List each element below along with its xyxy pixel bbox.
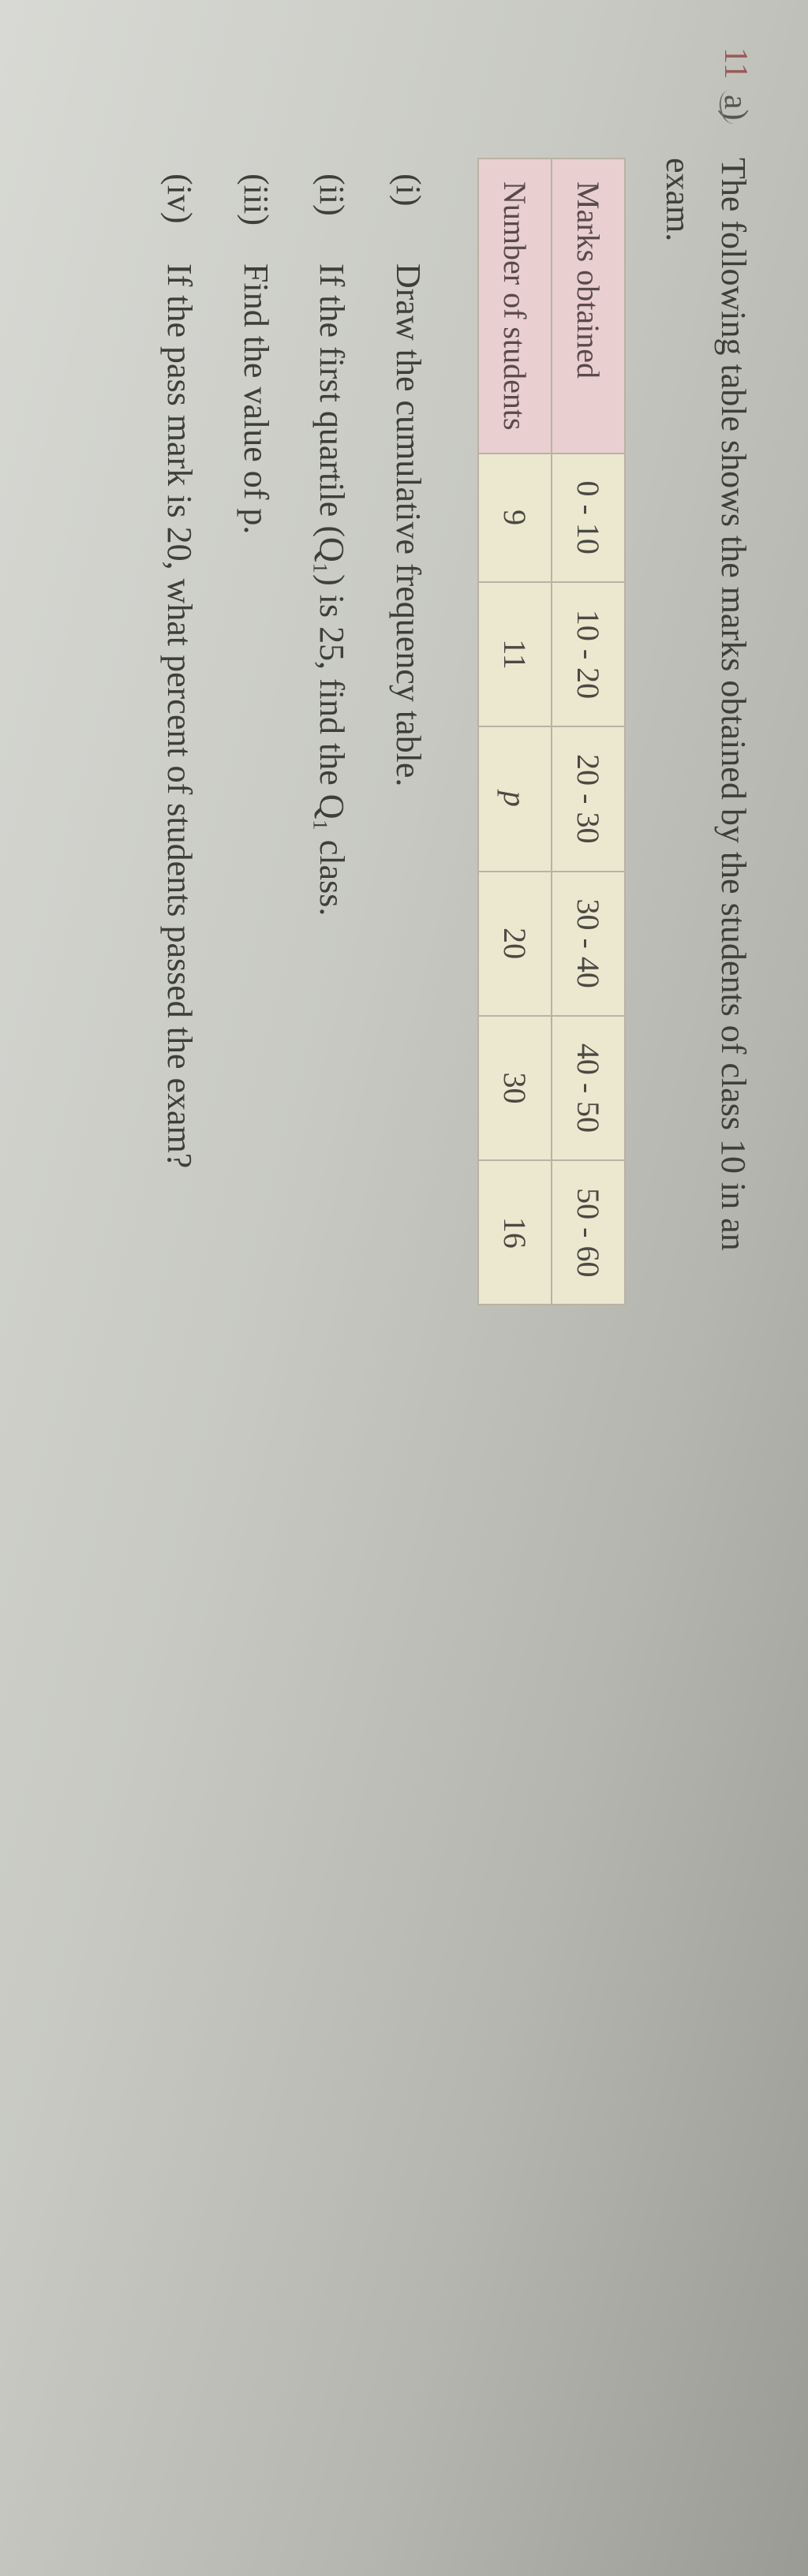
col-header: 0 - 10 — [552, 454, 625, 582]
question-number: 11 — [716, 47, 754, 79]
stem-line-2: exam. — [659, 158, 698, 241]
subpart-label: (i) — [369, 174, 446, 245]
stem-line-1: The following table shows the marks obta… — [714, 158, 753, 1251]
subpart-i: (i) Draw the cumulative frequency table. — [369, 174, 446, 2497]
col-header: 20 - 30 — [552, 726, 625, 871]
cell-value: 9 — [478, 454, 552, 582]
subpart-label: (iii) — [217, 174, 294, 245]
subpart-text: If the first quartile (Q₁) is 25, find t… — [294, 263, 370, 916]
subpart-iv: (iv) If the pass mark is 20, what percen… — [140, 174, 217, 2497]
subpart-text: Find the value of p. — [217, 263, 294, 534]
col-header: 10 - 20 — [552, 582, 625, 726]
cell-value: 11 — [478, 582, 552, 726]
table-row: Marks obtained 0 - 10 10 - 20 20 - 30 30… — [552, 159, 625, 1305]
subpart-text: If the pass mark is 20, what percent of … — [140, 263, 217, 1168]
cell-value: 16 — [478, 1160, 552, 1305]
subparts: (i) Draw the cumulative frequency table.… — [140, 174, 446, 2497]
row-header-students: Number of students — [478, 159, 552, 454]
row-header-marks: Marks obtained — [552, 159, 625, 454]
subpart-label: (ii) — [294, 174, 370, 245]
table-row: Number of students 9 11 p 20 30 16 — [478, 159, 552, 1305]
col-header: 40 - 50 — [552, 1016, 625, 1160]
subpart-text: Draw the cumulative frequency table. — [369, 263, 446, 786]
subpart-iii: (iii) Find the value of p. — [217, 174, 294, 2497]
cell-value: 30 — [478, 1016, 552, 1160]
marks-table: Marks obtained 0 - 10 10 - 20 20 - 30 30… — [477, 158, 626, 1305]
question-stem: The following table shows the marks obta… — [649, 158, 761, 2497]
col-header: 30 - 40 — [552, 872, 625, 1016]
subpart-label: (iv) — [140, 174, 217, 245]
subpart-ii: (ii) If the first quartile (Q₁) is 25, f… — [294, 174, 370, 2497]
cell-value: p — [478, 726, 552, 871]
cell-value: 20 — [478, 872, 552, 1016]
col-header: 50 - 60 — [552, 1160, 625, 1305]
question-letter: a) — [716, 95, 754, 121]
